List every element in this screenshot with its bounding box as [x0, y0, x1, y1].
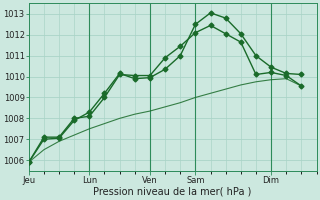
X-axis label: Pression niveau de la mer( hPa ): Pression niveau de la mer( hPa ) — [93, 187, 252, 197]
